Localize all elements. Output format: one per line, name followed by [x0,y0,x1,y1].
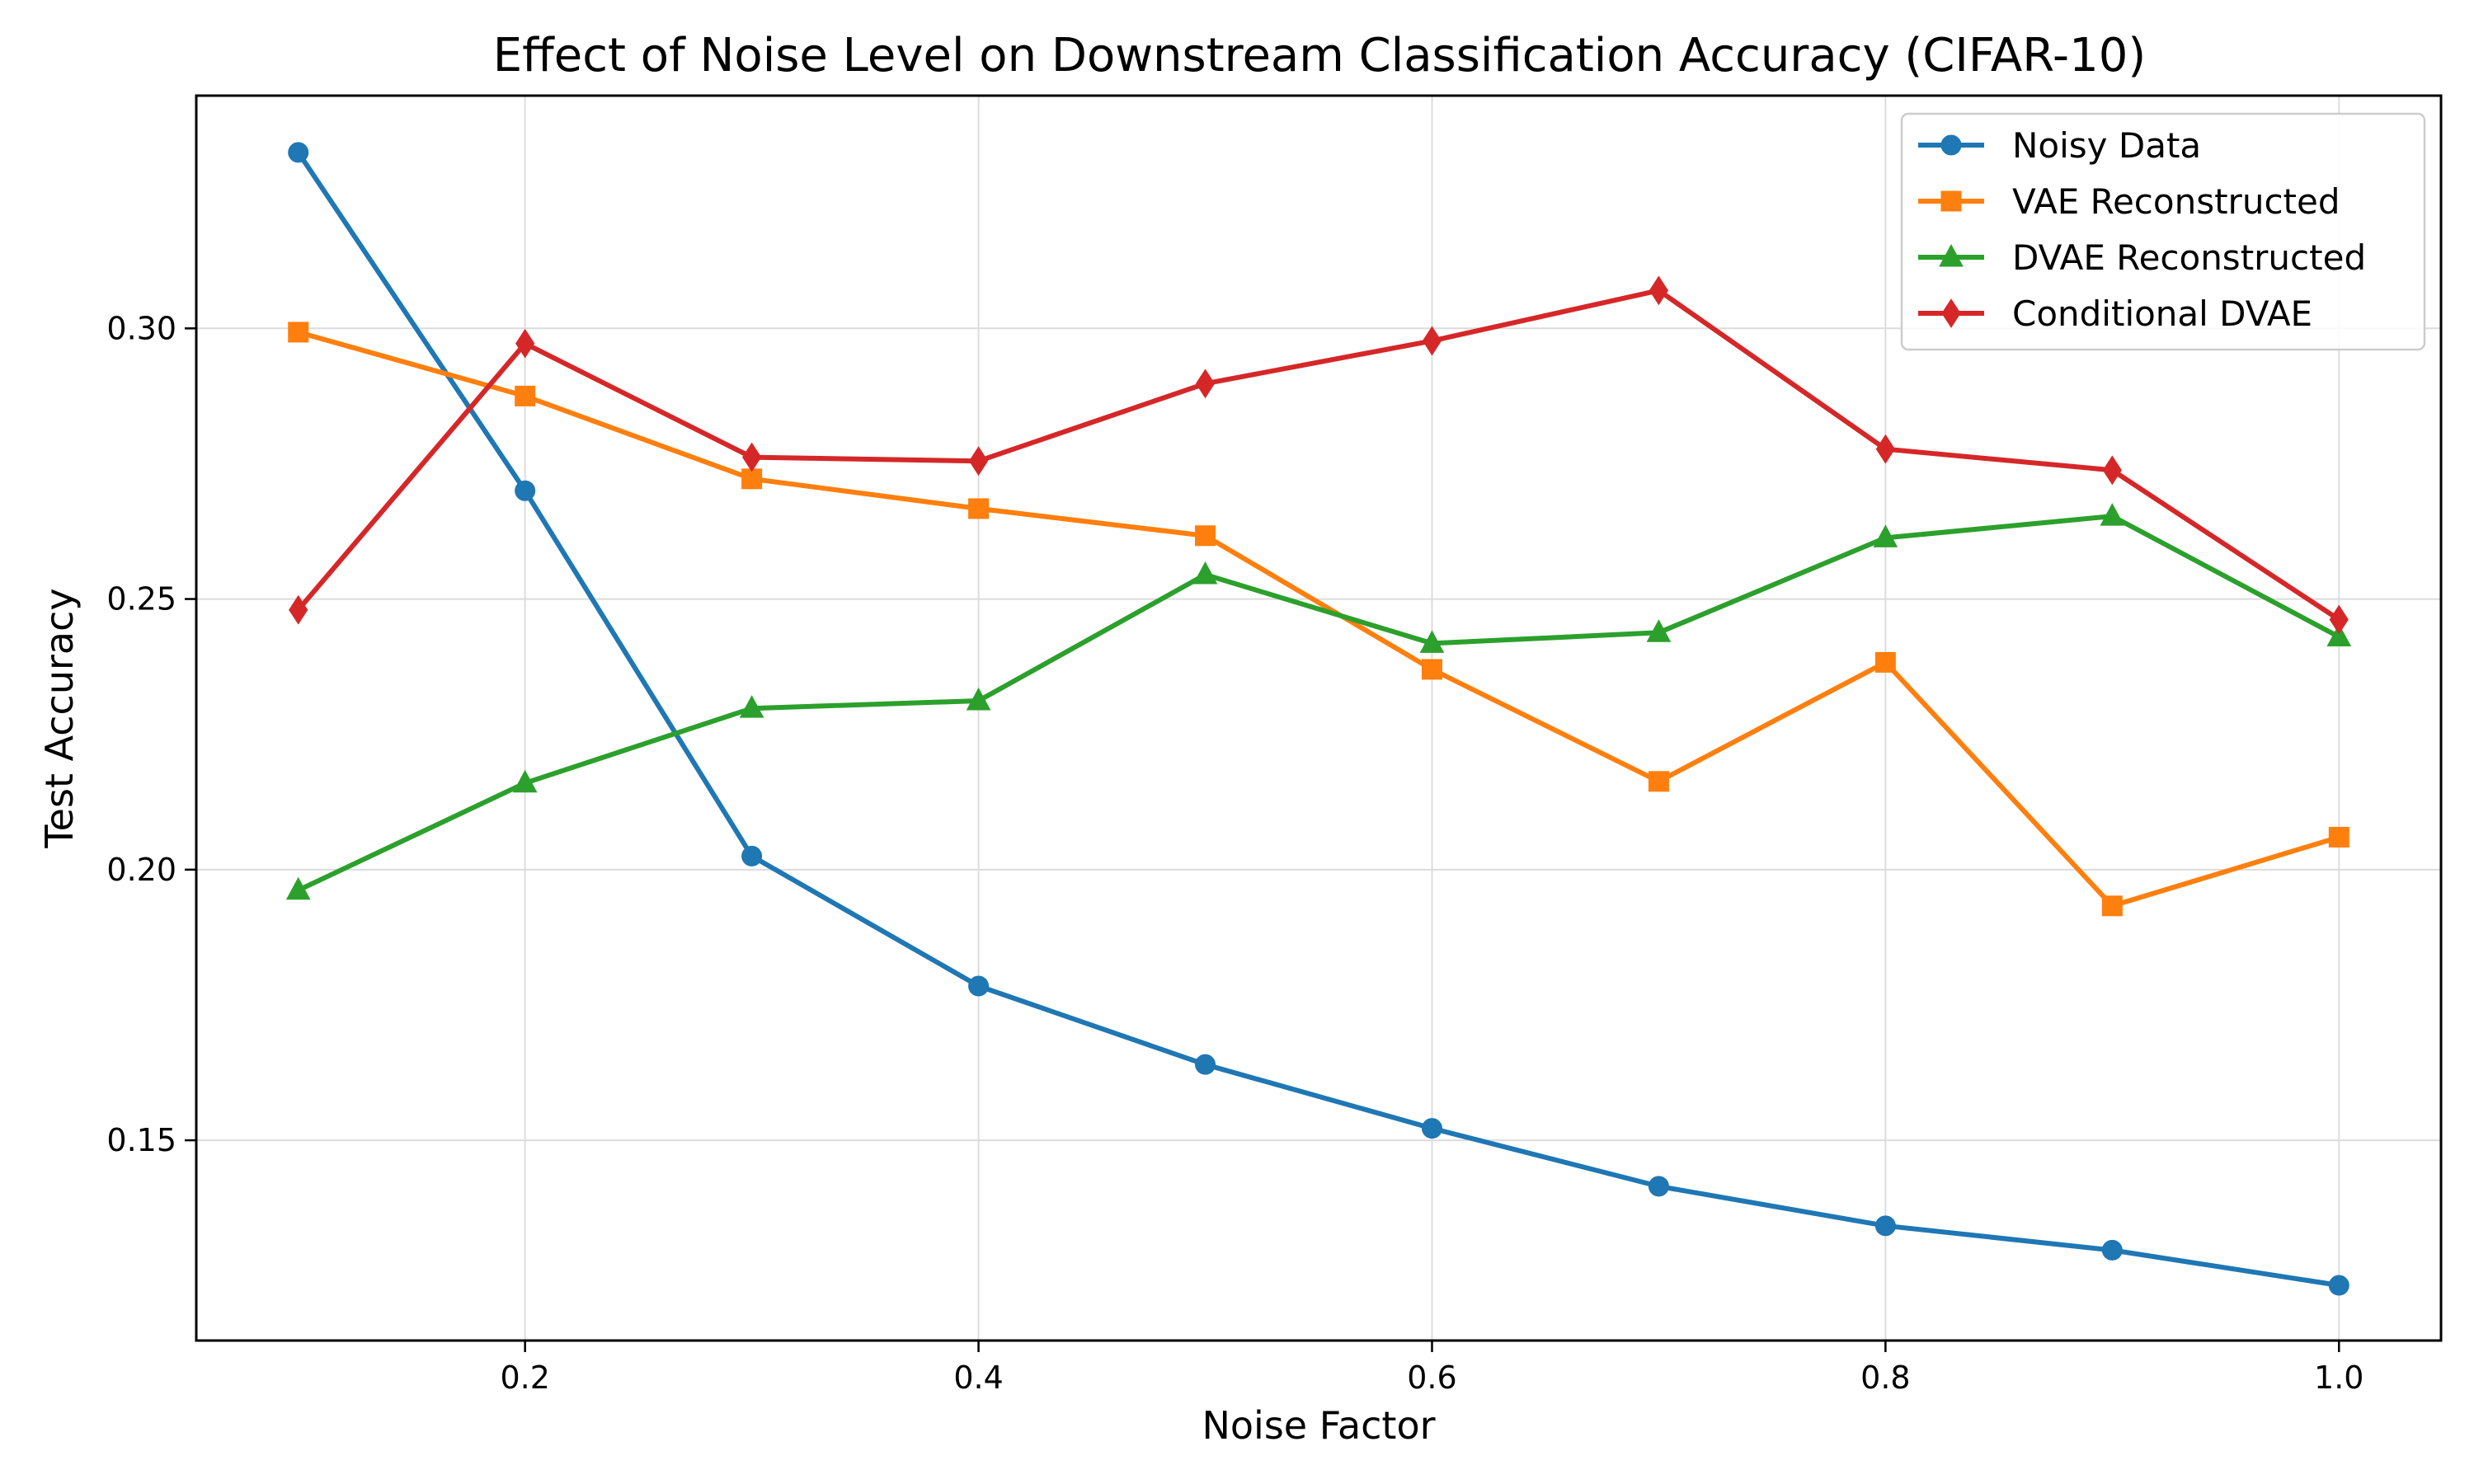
data-point-conditional-dvae [1195,369,1216,399]
data-point-vae-reconstructed [2101,895,2123,917]
legend-item-vae-reconstructed: VAE Reconstructed [1918,181,2340,222]
legend-box [1900,112,2426,351]
data-point-conditional-dvae [1875,434,1895,464]
data-point-conditional-dvae [968,446,989,477]
x-tick-label: 0.8 [1860,1360,1910,1396]
data-point-vae-reconstructed [1874,651,1896,673]
data-point-dvae-reconstructed [966,687,991,711]
y-tick-label: 0.20 [106,852,176,888]
data-point-vae-reconstructed [1648,771,1669,792]
data-point-dvae-reconstructed [285,876,311,900]
series-line-noisy-data [295,149,2342,1288]
data-point-conditional-dvae [1649,275,1669,306]
legend-label: Noisy Data [2012,125,2201,166]
data-point-vae-reconstructed [515,385,536,406]
data-point-vae-reconstructed [288,322,309,343]
series-layer [285,142,2352,1296]
y-tick-label: 0.30 [106,310,176,346]
data-point-conditional-dvae [2329,604,2349,635]
data-point-dvae-reconstructed [2326,623,2352,647]
chart-title: Effect of Noise Level on Downstream Clas… [493,29,2146,82]
data-point-conditional-dvae [515,328,535,359]
legend-label: VAE Reconstructed [2012,181,2340,222]
x-tick-label: 1.0 [2314,1360,2363,1396]
legend: Noisy Data VAE Reconstructed DVAE Reconstr… [1900,112,2426,351]
legend-item-conditional-dvae: Conditional DVAE [1918,294,2312,334]
data-point-conditional-dvae [742,442,762,472]
data-point-dvae-reconstructed [2100,503,2125,526]
legend-label: Conditional DVAE [2012,294,2312,334]
series-line-vae-reconstructed [295,329,2342,909]
data-point-dvae-reconstructed [512,769,538,793]
legend-item-noisy-data: Noisy Data [1918,125,2201,166]
series-line-dvae-reconstructed [295,514,2342,893]
data-point-noisy-data [1648,1176,1669,1197]
data-point-conditional-dvae [289,594,308,625]
series-dvae-reconstructed [285,503,2352,900]
data-point-dvae-reconstructed [1192,561,1218,585]
legend-label: DVAE Reconstructed [2012,237,2366,278]
series-vae-reconstructed [288,322,2349,917]
x-tick-label: 0.4 [953,1360,1003,1396]
legend-swatch-marker [1939,243,1964,267]
y-axis-title: Test Accuracy [37,588,82,848]
x-axis-title: Noise Factor [1202,1403,1435,1448]
data-point-noisy-data [968,975,990,997]
data-point-noisy-data [1874,1215,1896,1237]
x-tick-label: 0.2 [500,1360,549,1396]
data-point-vae-reconstructed [1195,525,1216,547]
data-point-dvae-reconstructed [1419,630,1445,653]
y-tick-label: 0.15 [106,1122,176,1158]
data-point-vae-reconstructed [968,498,990,519]
y-tick-label: 0.25 [106,581,176,618]
x-axis: 0.2 0.4 0.6 0.8 1.0 [500,1341,2363,1396]
plot-area [195,94,2443,1342]
legend-swatch-marker [1940,134,1962,156]
legend-swatch-marker [1941,298,1961,328]
data-point-noisy-data [741,845,763,866]
y-axis: 0.15 0.20 0.25 0.30 [106,310,196,1158]
legend-item-dvae-reconstructed: DVAE Reconstructed [1918,237,2366,278]
data-point-noisy-data [2101,1239,2123,1261]
data-point-noisy-data [288,142,309,163]
legend-swatch-marker [1940,190,1962,212]
data-point-dvae-reconstructed [1646,619,1672,642]
data-point-noisy-data [1195,1054,1216,1075]
data-point-noisy-data [2328,1275,2349,1296]
data-point-vae-reconstructed [2328,826,2349,848]
data-point-vae-reconstructed [1421,659,1442,680]
data-point-noisy-data [1421,1118,1442,1139]
data-point-conditional-dvae [2102,455,2122,486]
data-point-dvae-reconstructed [1873,524,1898,547]
series-conditional-dvae [289,275,2349,635]
series-noisy-data [288,142,2349,1296]
series-line-conditional-dvae [295,288,2342,622]
data-point-dvae-reconstructed [739,695,764,718]
data-point-conditional-dvae [1422,326,1442,356]
x-tick-label: 0.6 [1407,1360,1456,1396]
data-point-noisy-data [515,480,536,501]
